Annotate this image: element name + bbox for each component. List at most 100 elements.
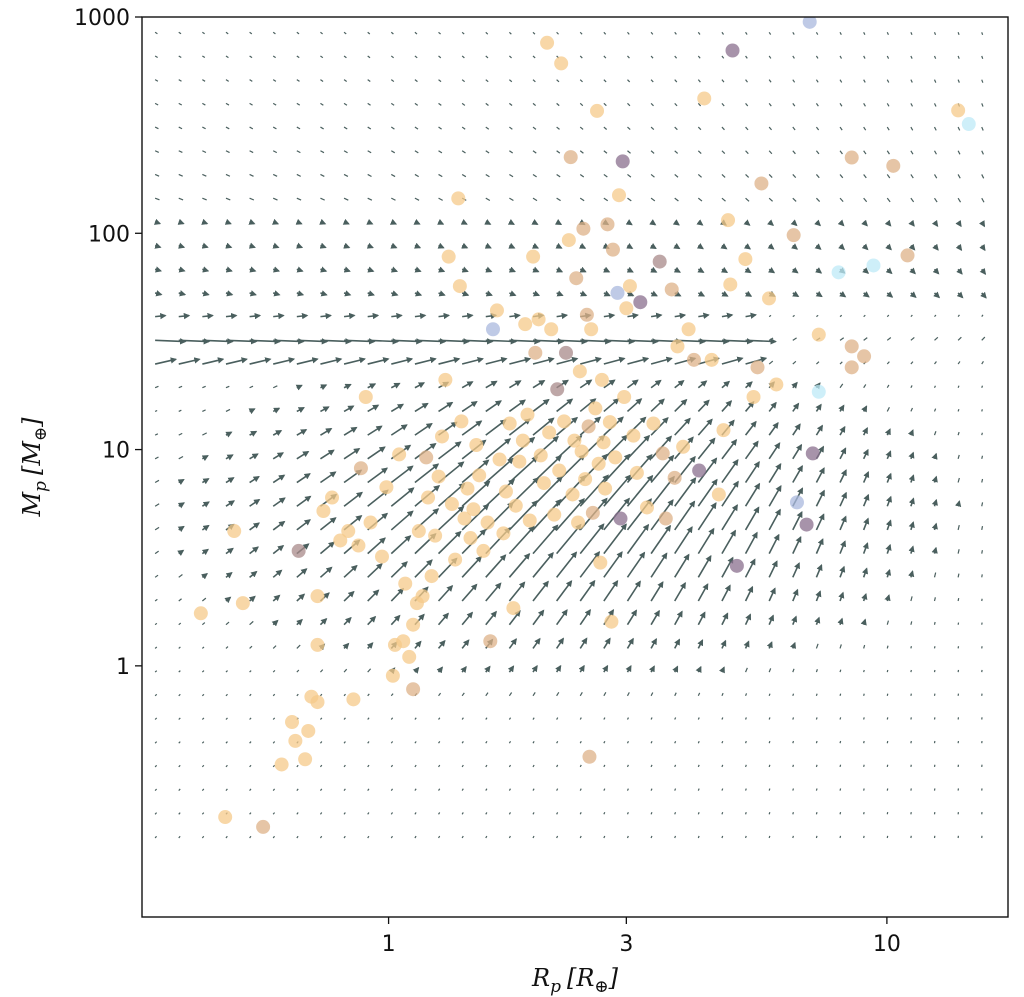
- vector-arrow: [790, 641, 797, 649]
- vector-arrow: [485, 290, 493, 297]
- vector-arrow: [603, 379, 616, 389]
- vector-arrow: [272, 79, 277, 82]
- vector-arrow: [272, 385, 278, 389]
- vector-arrow: [886, 126, 890, 131]
- vector-arrow: [910, 79, 913, 83]
- vector-arrow: [603, 812, 606, 815]
- vector-arrow: [296, 693, 299, 697]
- vector-arrow: [910, 407, 914, 412]
- scatter-point: [591, 456, 606, 471]
- vector-arrow: [343, 290, 352, 297]
- vector-arrow: [933, 621, 936, 625]
- vector-arrow: [272, 173, 278, 177]
- vector-arrow: [320, 126, 324, 130]
- vector-arrow: [225, 150, 230, 154]
- vector-arrow: [721, 835, 724, 839]
- scatter-point: [811, 327, 826, 342]
- vector-arrow: [910, 150, 914, 155]
- vector-arrow: [627, 31, 630, 35]
- vector-arrow: [390, 150, 396, 154]
- vector-arrow: [697, 399, 710, 412]
- vector-arrow: [721, 380, 731, 389]
- vector-arrow: [933, 126, 937, 131]
- scatter-point: [547, 507, 562, 522]
- vector-arrow: [367, 173, 372, 178]
- vector-arrow: [343, 835, 346, 839]
- vector-arrow: [508, 436, 536, 460]
- vector-arrow: [908, 219, 915, 227]
- vector-arrow: [485, 812, 488, 815]
- vector-arrow: [816, 314, 819, 318]
- vector-arrow: [981, 150, 984, 155]
- vector-arrow: [744, 440, 759, 460]
- vector-arrow: [178, 338, 211, 345]
- vector-arrow: [744, 420, 757, 436]
- scatter-points: [193, 17, 976, 834]
- vector-arrow: [461, 611, 474, 626]
- vector-arrow: [721, 312, 734, 319]
- vector-arrow: [815, 174, 820, 179]
- scatter-point: [544, 322, 559, 337]
- scatter-point: [613, 511, 628, 526]
- vector-arrow: [319, 717, 323, 720]
- vector-arrow: [461, 102, 466, 106]
- scatter-point: [515, 433, 530, 448]
- vector-arrow: [792, 693, 795, 697]
- vector-arrow: [438, 812, 441, 815]
- vector-arrow: [579, 717, 582, 720]
- vector-arrow: [957, 150, 961, 155]
- vector-arrow: [721, 692, 724, 697]
- vector-arrow: [178, 409, 182, 412]
- vector-arrow: [485, 266, 493, 273]
- vector-arrow: [201, 812, 205, 815]
- scatter-point: [374, 549, 389, 564]
- vector-arrow: [721, 438, 738, 460]
- vector-arrow: [249, 266, 257, 273]
- vector-arrow: [390, 788, 394, 791]
- scatter-point: [626, 428, 641, 443]
- vector-arrow: [721, 480, 739, 507]
- vector-arrow: [532, 102, 537, 107]
- vector-arrow: [272, 497, 286, 507]
- vector-arrow: [202, 290, 210, 297]
- scatter-point: [866, 258, 881, 273]
- scatter-point: [466, 502, 481, 517]
- vector-arrow: [981, 574, 983, 578]
- vector-arrow: [178, 242, 186, 249]
- vector-arrow: [674, 526, 693, 555]
- vector-arrow: [627, 102, 631, 107]
- vector-arrow: [296, 495, 312, 507]
- vector-arrow: [932, 267, 940, 275]
- vector-arrow: [908, 497, 915, 507]
- vector-arrow: [390, 764, 394, 768]
- vector-arrow: [697, 692, 701, 697]
- vector-arrow: [414, 422, 433, 436]
- vector-arrow: [650, 581, 664, 602]
- vector-arrow: [792, 55, 795, 59]
- vector-arrow: [438, 150, 443, 154]
- vector-arrow: [863, 644, 866, 649]
- scatter-point: [746, 390, 761, 405]
- vector-arrow: [697, 174, 702, 178]
- vector-arrow: [154, 102, 159, 106]
- vector-arrow: [579, 290, 588, 297]
- vector-arrow: [154, 79, 159, 82]
- vector-arrow: [414, 197, 420, 201]
- vector-arrow: [957, 197, 962, 203]
- vector-arrow: [650, 717, 653, 720]
- vector-arrow: [627, 173, 632, 178]
- vector-arrow: [178, 357, 201, 365]
- vector-arrow: [910, 621, 913, 625]
- vector-arrow: [745, 150, 749, 155]
- vector-arrow: [792, 535, 802, 554]
- y-axis-ticks: 1 10 100 1000: [74, 6, 142, 680]
- vector-arrow: [532, 764, 535, 768]
- vector-arrow: [320, 173, 325, 177]
- vector-arrow: [343, 173, 349, 177]
- vector-arrow: [839, 515, 847, 531]
- vector-arrow: [885, 519, 892, 531]
- vector-arrow: [886, 150, 890, 155]
- vector-arrow: [178, 432, 183, 436]
- vector-arrow: [296, 338, 329, 345]
